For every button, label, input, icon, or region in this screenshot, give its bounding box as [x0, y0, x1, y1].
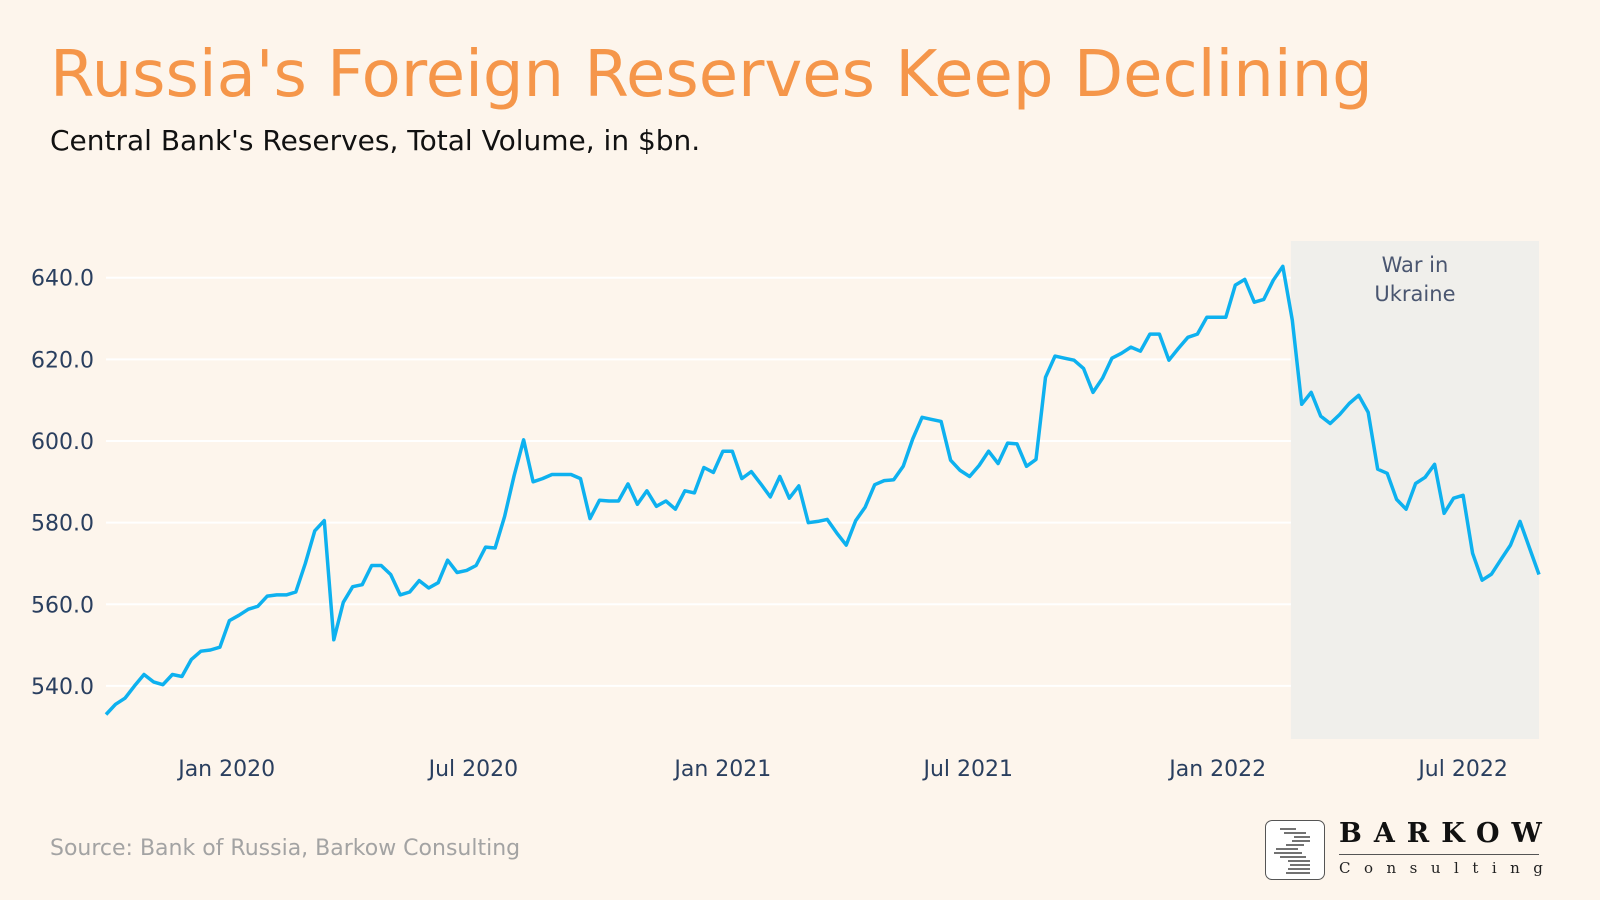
y-tick-label: 560.0 [31, 593, 94, 618]
x-axis-ticks: Jan 2020 Jul 2020 Jan 2021 Jul 2021 Jan 2022… [176, 757, 1508, 782]
chart-title: Russia's Foreign Reserves Keep Declining [50, 38, 1373, 112]
chart-subtitle: Central Bank's Reserves, Total Volume, i… [50, 124, 701, 157]
y-tick-label: 580.0 [31, 512, 94, 537]
x-tick-label: Jan 2022 [1167, 757, 1266, 782]
y-tick-label: 640.0 [31, 267, 94, 292]
war-annotation-line2: Ukraine [1374, 282, 1455, 306]
y-tick-label: 540.0 [31, 675, 94, 700]
reserves-series [104, 264, 1541, 716]
y-tick-label: 620.0 [31, 348, 94, 373]
x-tick-label: Jul 2021 [921, 757, 1013, 782]
logo-divider [1339, 854, 1539, 855]
x-tick-label: Jan 2021 [672, 757, 771, 782]
logo-name: BARKOW [1339, 818, 1554, 849]
x-tick-label: Jul 2022 [1416, 757, 1508, 782]
y-axis-ticks: 540.0 560.0 580.0 600.0 620.0 640.0 [31, 267, 94, 700]
logo-subtitle: Consulting [1339, 859, 1557, 877]
x-tick-label: Jan 2020 [176, 757, 275, 782]
war-annotation-line1: War in [1382, 253, 1449, 277]
x-tick-label: Jul 2020 [427, 757, 519, 782]
source-note: Source: Bank of Russia, Barkow Consultin… [50, 836, 521, 861]
logo-mark-icon [1265, 820, 1325, 880]
barkow-consulting-logo: BARKOW Consulting [1265, 818, 1545, 882]
y-tick-label: 600.0 [31, 430, 94, 455]
reserves-line [104, 264, 1541, 716]
